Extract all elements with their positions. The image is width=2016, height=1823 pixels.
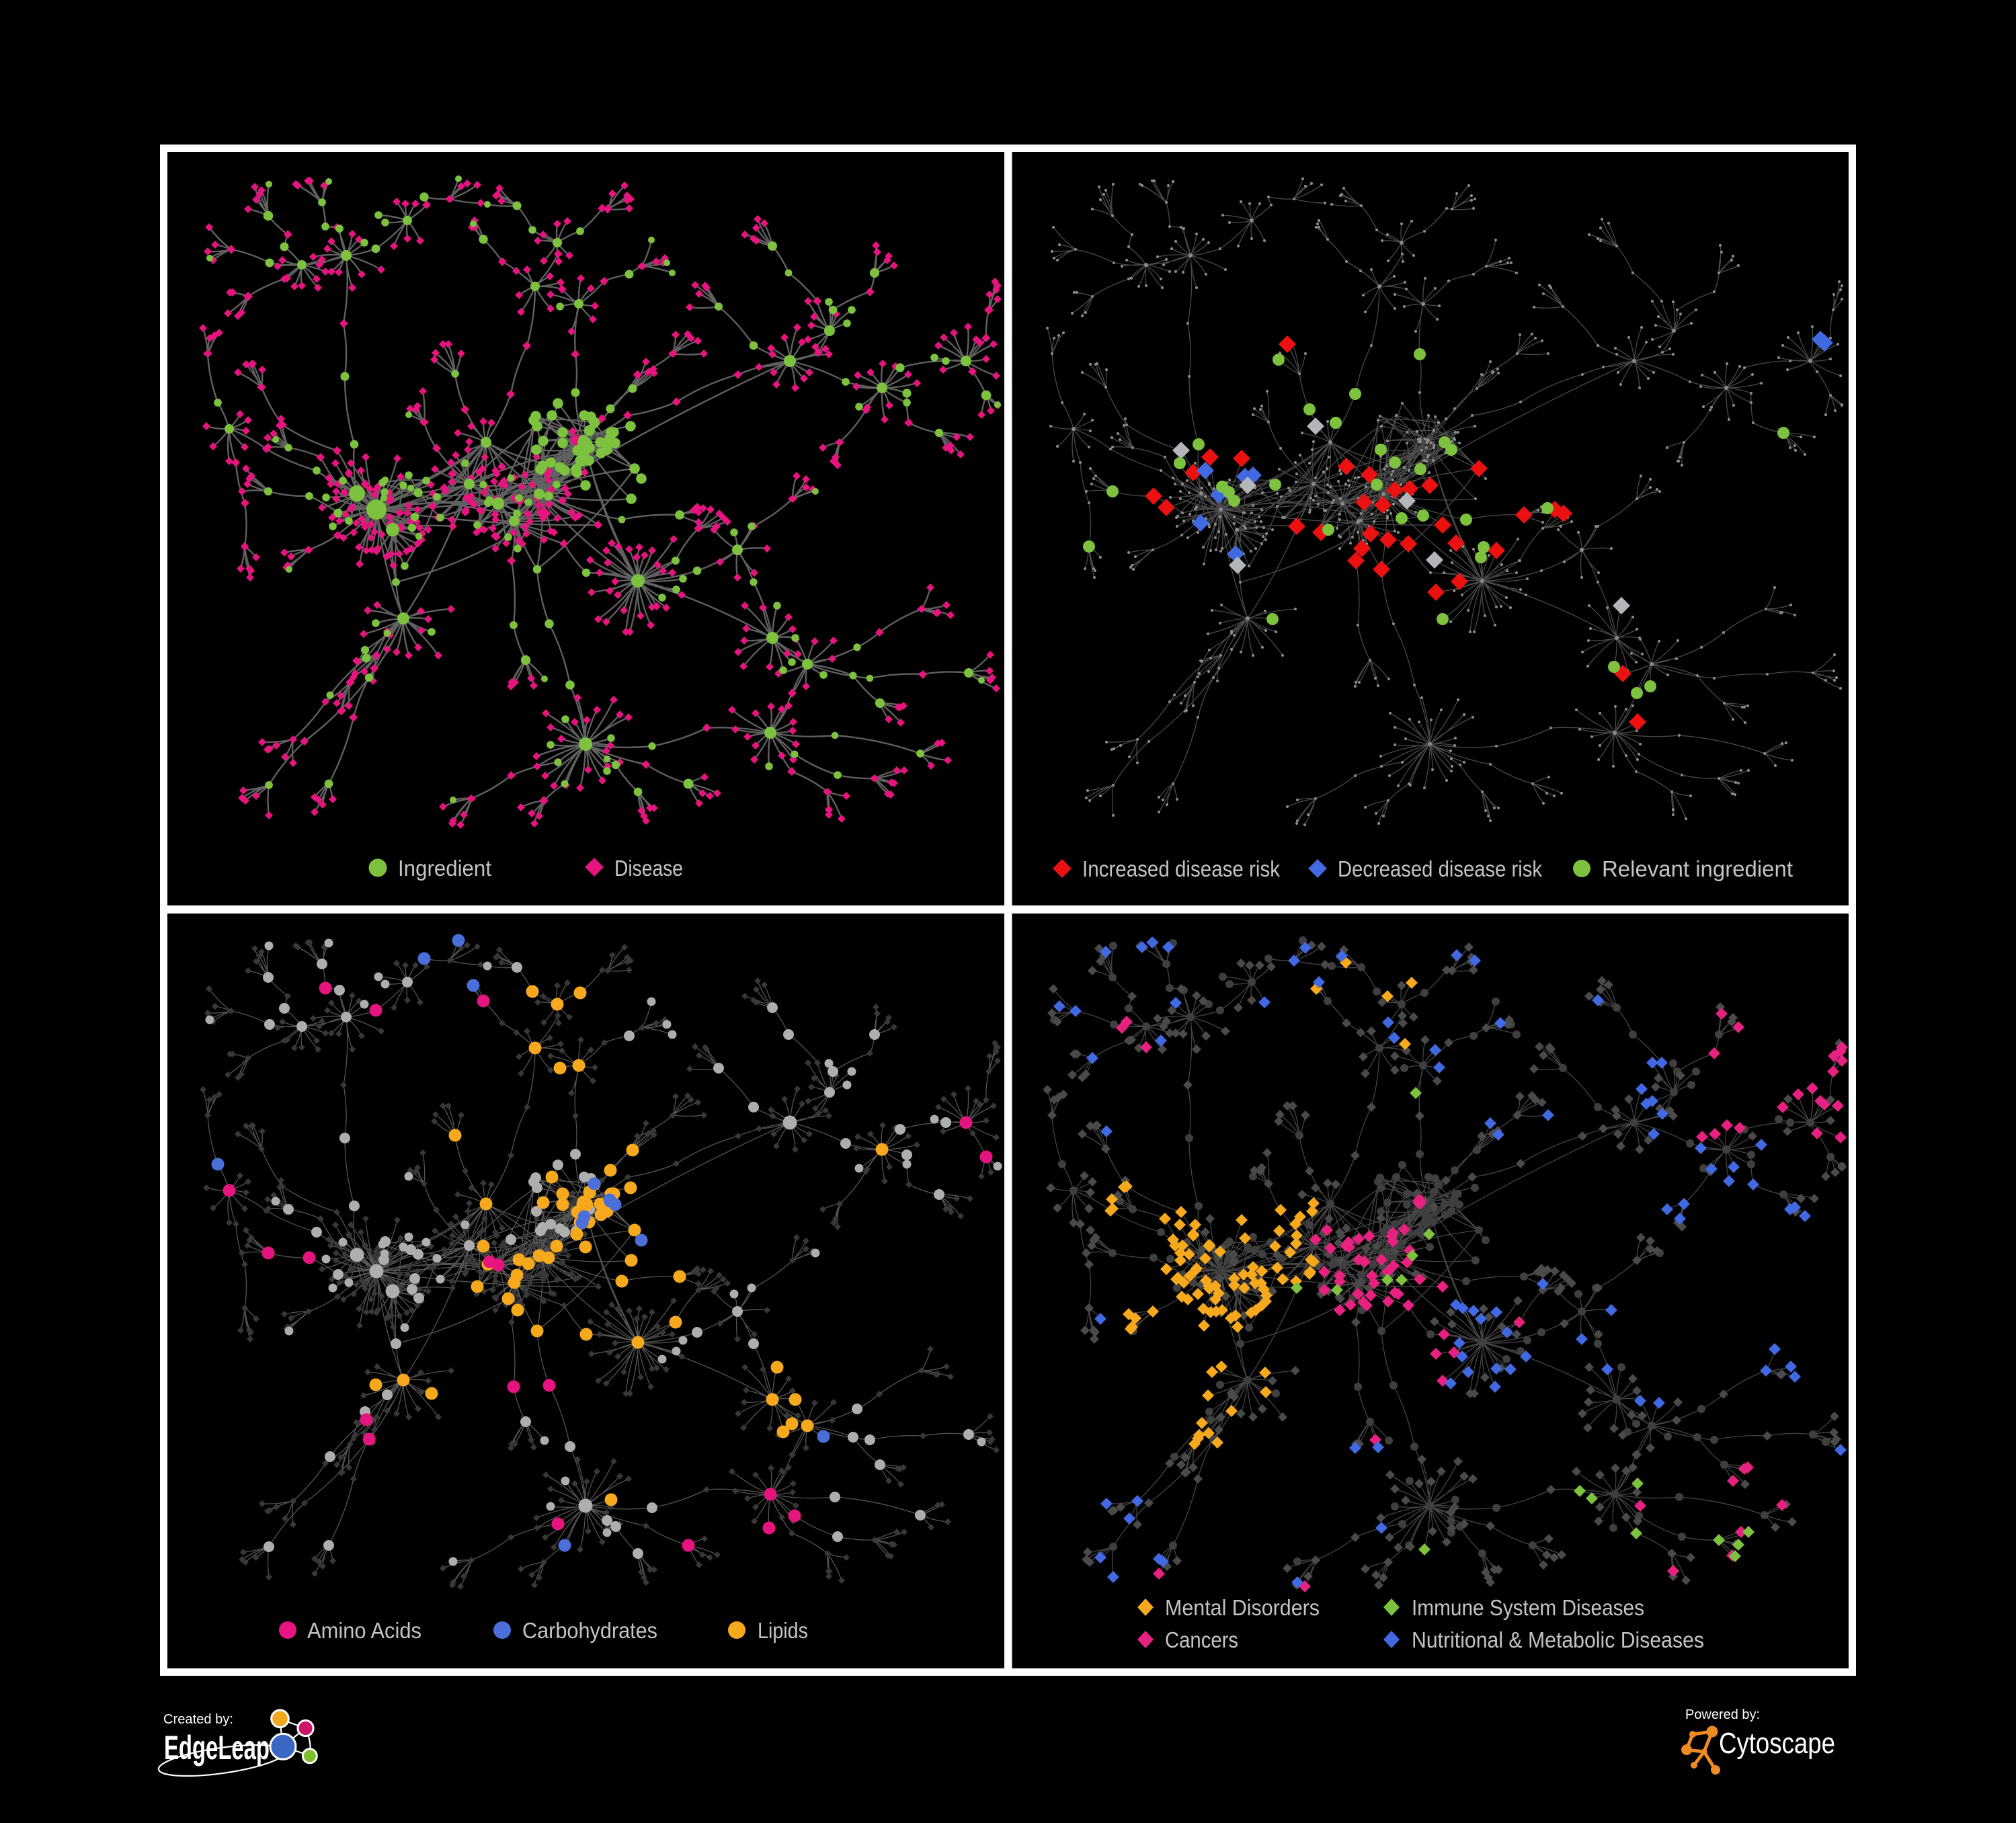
svg-text:Relevant ingredient: Relevant ingredient [1602,856,1793,881]
svg-text:Cancers: Cancers [1165,1627,1238,1652]
svg-text:Decreased disease risk: Decreased disease risk [1338,856,1542,881]
svg-text:Mental Disorders: Mental Disorders [1165,1595,1320,1620]
svg-text:Carbohydrates: Carbohydrates [522,1618,657,1643]
svg-text:Nutritional & Metabolic Diseas: Nutritional & Metabolic Diseases [1412,1627,1704,1652]
svg-text:Ingredient: Ingredient [398,856,491,881]
svg-text:EdgeLeap: EdgeLeap [164,1729,270,1767]
svg-text:Amino Acids: Amino Acids [307,1618,421,1643]
svg-text:Lipids: Lipids [758,1618,808,1643]
svg-text:Increased disease risk: Increased disease risk [1082,856,1280,881]
svg-text:Disease: Disease [614,856,683,881]
svg-text:Immune System Diseases: Immune System Diseases [1412,1595,1644,1620]
svg-text:Created by:: Created by: [163,1712,233,1727]
svg-text:Powered by:: Powered by: [1685,1707,1760,1722]
svg-text:Cytoscape: Cytoscape [1719,1727,1835,1760]
